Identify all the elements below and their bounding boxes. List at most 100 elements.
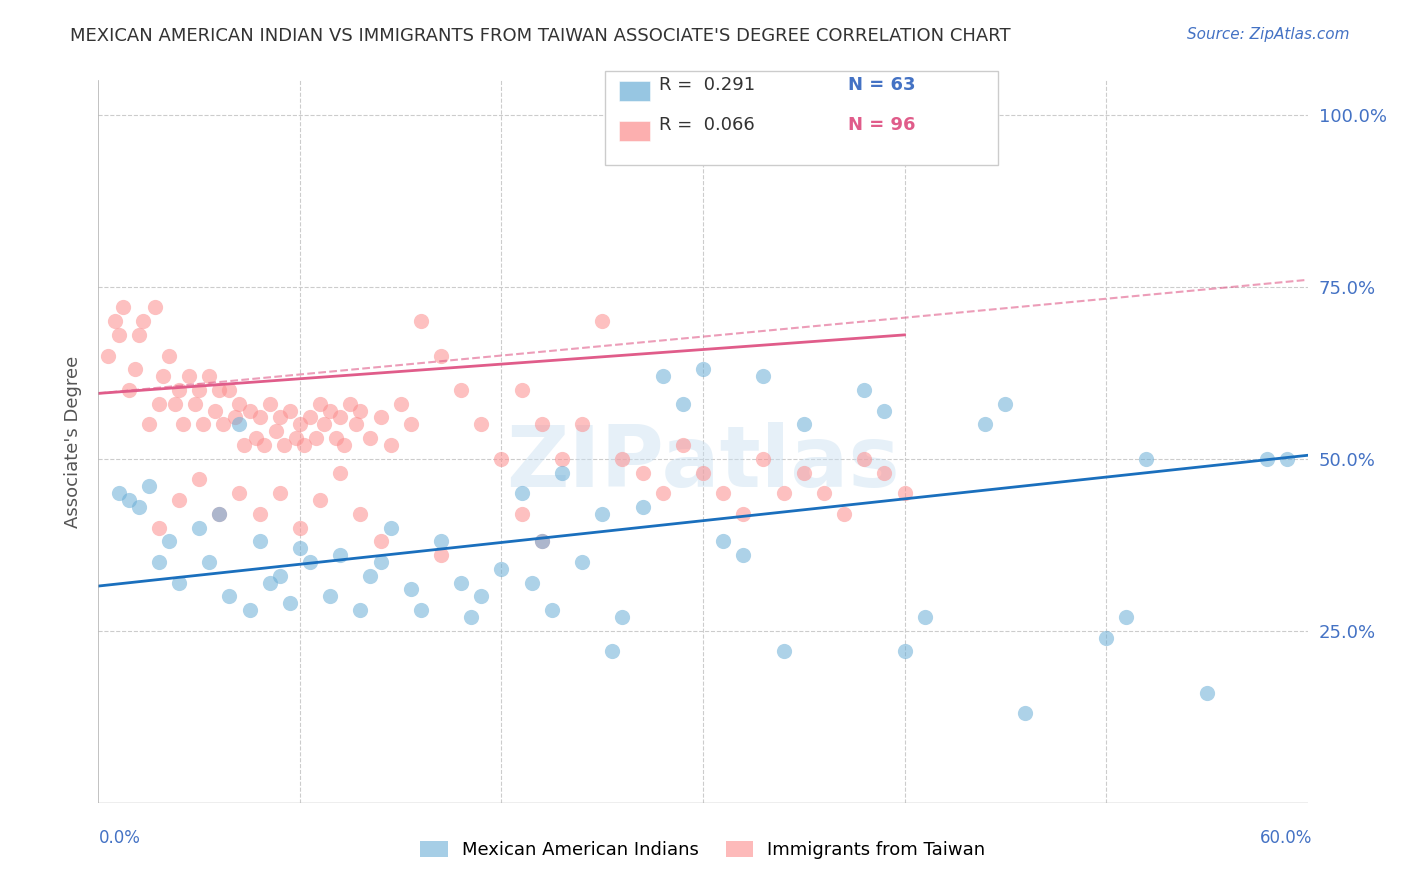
Point xyxy=(692,362,714,376)
Point xyxy=(152,369,174,384)
Point xyxy=(184,397,207,411)
Point xyxy=(571,555,593,569)
Point xyxy=(107,486,129,500)
Point xyxy=(380,520,402,534)
Point xyxy=(204,403,226,417)
Text: MEXICAN AMERICAN INDIAN VS IMMIGRANTS FROM TAIWAN ASSOCIATE'S DEGREE CORRELATION: MEXICAN AMERICAN INDIAN VS IMMIGRANTS FR… xyxy=(70,27,1011,45)
Point xyxy=(193,417,215,432)
Point xyxy=(370,410,392,425)
Point xyxy=(118,383,141,397)
Point xyxy=(249,507,271,521)
Point xyxy=(329,410,352,425)
Point xyxy=(430,534,453,549)
Point xyxy=(148,555,170,569)
Text: R =  0.291: R = 0.291 xyxy=(659,76,755,94)
Point xyxy=(319,403,342,417)
Point xyxy=(360,568,382,582)
Point xyxy=(314,417,336,432)
Point xyxy=(692,466,714,480)
Point xyxy=(288,541,311,556)
Point xyxy=(470,590,492,604)
Point xyxy=(103,314,125,328)
Text: R =  0.066: R = 0.066 xyxy=(659,116,755,134)
Point xyxy=(218,590,240,604)
Point xyxy=(228,486,250,500)
Point xyxy=(128,500,150,514)
Point xyxy=(111,301,134,315)
Point xyxy=(1135,451,1157,466)
Point xyxy=(530,417,553,432)
Point xyxy=(138,417,160,432)
Point xyxy=(198,555,221,569)
Point xyxy=(551,466,574,480)
Point xyxy=(167,575,190,590)
Point xyxy=(344,417,367,432)
Point xyxy=(188,520,211,534)
Point xyxy=(380,438,402,452)
Point xyxy=(430,548,453,562)
Point xyxy=(163,397,186,411)
Point xyxy=(349,403,371,417)
Point xyxy=(259,575,281,590)
Point xyxy=(551,451,574,466)
Point xyxy=(224,410,246,425)
Point xyxy=(148,520,170,534)
Point xyxy=(1115,610,1137,624)
Point xyxy=(430,349,453,363)
Point xyxy=(994,397,1017,411)
Point xyxy=(292,438,315,452)
Point xyxy=(143,301,166,315)
Point xyxy=(269,568,291,582)
Point xyxy=(914,610,936,624)
Point xyxy=(138,479,160,493)
Point xyxy=(284,431,307,445)
Point xyxy=(491,451,513,466)
Point xyxy=(793,466,815,480)
Point xyxy=(232,438,254,452)
Point xyxy=(325,431,347,445)
Point xyxy=(269,410,291,425)
Point xyxy=(409,314,432,328)
Point xyxy=(107,327,129,342)
Point xyxy=(228,417,250,432)
Point xyxy=(349,603,371,617)
Point xyxy=(370,555,392,569)
Point xyxy=(360,431,382,445)
Point xyxy=(299,410,322,425)
Point xyxy=(319,590,342,604)
Point xyxy=(602,644,624,658)
Text: N = 96: N = 96 xyxy=(848,116,915,134)
Point xyxy=(450,575,472,590)
Point xyxy=(974,417,997,432)
Point xyxy=(329,466,352,480)
Point xyxy=(273,438,295,452)
Point xyxy=(873,403,896,417)
Point xyxy=(167,493,190,508)
Point xyxy=(259,397,281,411)
Point xyxy=(239,403,262,417)
Point xyxy=(893,644,915,658)
Point xyxy=(733,507,755,521)
Point xyxy=(711,486,734,500)
Point xyxy=(309,397,332,411)
Point xyxy=(278,596,301,610)
Point xyxy=(253,438,276,452)
Point xyxy=(349,507,371,521)
Point xyxy=(370,534,392,549)
Point xyxy=(167,383,190,397)
Point xyxy=(97,349,120,363)
Point xyxy=(278,403,301,417)
Point xyxy=(148,397,170,411)
Legend: Mexican American Indians, Immigrants from Taiwan: Mexican American Indians, Immigrants fro… xyxy=(413,833,993,866)
Point xyxy=(188,383,211,397)
Point xyxy=(510,507,533,521)
Point xyxy=(873,466,896,480)
Text: 0.0%: 0.0% xyxy=(98,829,141,847)
Point xyxy=(208,507,231,521)
Point xyxy=(520,575,543,590)
Point xyxy=(793,417,815,432)
Point xyxy=(218,383,240,397)
Point xyxy=(339,397,361,411)
Point xyxy=(389,397,412,411)
Point xyxy=(157,349,180,363)
